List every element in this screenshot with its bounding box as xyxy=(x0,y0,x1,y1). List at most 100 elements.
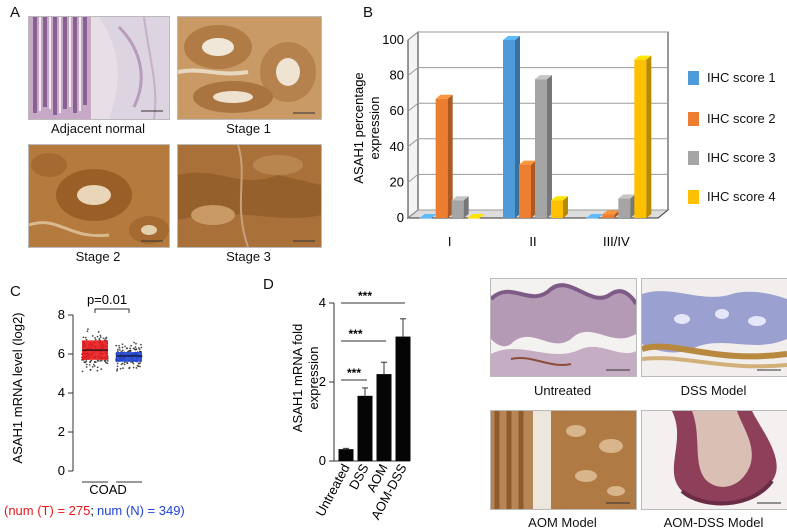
chart-c-boxplot: 0 2 4 6 8 ASAH1 mRNA level (log2) p=0.01 COA… xyxy=(4,292,185,518)
chart-c-point xyxy=(121,343,124,346)
chart-d-bar xyxy=(338,449,354,461)
micrograph-stage-1 xyxy=(177,16,322,120)
chart-b-bar-top xyxy=(435,94,453,99)
chart-c-point xyxy=(122,367,124,370)
chart-b-bar-top xyxy=(586,214,604,218)
chart-c-point xyxy=(86,330,89,333)
chart-b-bar-side xyxy=(515,36,520,218)
caption-adjacent-normal: Adjacent normal xyxy=(51,121,145,136)
chart-b-ytick: 80 xyxy=(390,68,404,83)
chart-c-point xyxy=(119,367,122,370)
chart-c-point xyxy=(104,337,107,340)
chart-b-legend-item: IHC score 4 xyxy=(688,189,776,204)
chart-b-legend-label: IHC score 1 xyxy=(707,70,776,85)
chart-c-point xyxy=(121,346,124,349)
chart-b-legend-label: IHC score 2 xyxy=(707,111,776,126)
chart-b-ytick: 40 xyxy=(390,139,404,154)
chart-d-sig-label: *** xyxy=(358,289,372,303)
chart-d-ytick: 2 xyxy=(319,374,326,389)
chart-c-ytick: 6 xyxy=(58,346,65,361)
chart-b-ylabel-line1: ASAH1 percentage xyxy=(351,72,366,183)
chart-b-bar-side xyxy=(630,194,636,218)
caption-untreated: Untreated xyxy=(533,383,592,398)
chart-c-point xyxy=(98,338,101,340)
chart-c-ytick: 8 xyxy=(58,307,65,322)
micrograph-dss-model xyxy=(641,278,787,377)
chart-b-bar xyxy=(435,98,448,218)
chart-d-sig-label: *** xyxy=(348,327,362,341)
chart-b-xtick: II xyxy=(529,234,536,249)
chart-b-gridline xyxy=(407,31,668,41)
chart-c-point xyxy=(135,342,137,345)
chart-c-point xyxy=(118,344,120,347)
chart-c-point xyxy=(85,363,88,366)
chart-b-bar-top xyxy=(535,75,552,80)
chart-c-point xyxy=(139,343,142,346)
chart-c-point xyxy=(126,362,129,365)
chart-c-point xyxy=(139,361,142,364)
chart-b-bar xyxy=(634,59,647,218)
chart-c-point xyxy=(84,361,87,364)
chart-b-gridline xyxy=(407,173,668,183)
chart-c-point xyxy=(96,369,99,372)
chart-b-gridline xyxy=(407,138,668,148)
panel-label-b: B xyxy=(363,4,374,21)
chart-d-ylabel-line1: ASAH1 mRNA fold xyxy=(290,324,305,432)
panel-label-a: A xyxy=(10,4,21,21)
chart-c-pvalue: p=0.01 xyxy=(87,292,127,307)
chart-c-ylabel: ASAH1 mRNA level (log2) xyxy=(10,313,25,464)
chart-c-point xyxy=(137,347,140,349)
chart-c-point xyxy=(106,362,109,365)
chart-c-point xyxy=(99,336,102,339)
chart-b-bar-top xyxy=(451,196,469,201)
chart-b-bar xyxy=(551,200,563,218)
chart-c-point xyxy=(139,365,141,368)
chart-b-bar-side xyxy=(614,210,620,218)
chart-c-point xyxy=(97,360,100,362)
chart-c-point xyxy=(100,359,103,362)
chart-c-point xyxy=(85,338,88,341)
chart-b-bar-side xyxy=(547,75,552,218)
chart-d-bar xyxy=(395,336,411,461)
chart-c-point xyxy=(84,336,87,339)
chart-b-bar-top xyxy=(618,194,636,199)
chart-c-num-separator: ; xyxy=(90,503,94,518)
chart-c-point xyxy=(96,366,99,369)
chart-b-bar-side xyxy=(531,160,536,218)
caption-dss-model: DSS Model xyxy=(680,383,747,398)
chart-c-point xyxy=(133,341,135,344)
chart-c-point xyxy=(85,366,88,368)
chart-b-legend-label: IHC score 3 xyxy=(707,150,776,165)
chart-c-point xyxy=(94,338,97,341)
chart-b-ytick: 0 xyxy=(397,210,404,225)
chart-c-point xyxy=(116,365,119,368)
chart-c-point xyxy=(93,361,96,363)
chart-c-point xyxy=(116,362,119,365)
chart-c-point xyxy=(128,366,131,369)
chart-c-point xyxy=(123,363,126,366)
chart-c-ytick: 2 xyxy=(58,424,65,439)
chart-b-bar xyxy=(586,218,599,219)
chart-b-xtick: I xyxy=(448,234,452,249)
chart-c-point xyxy=(121,349,124,352)
chart-c-point xyxy=(116,350,119,353)
chart-c-point xyxy=(129,347,132,350)
chart-c-point xyxy=(135,367,138,369)
chart-c-point xyxy=(120,363,123,366)
chart-b-bar-top xyxy=(419,214,437,218)
chart-c-point xyxy=(115,344,118,347)
chart-c-point xyxy=(100,368,103,370)
chart-c-xlabel: COAD xyxy=(89,482,127,497)
panel-label-c: C xyxy=(10,283,21,300)
chart-c-point xyxy=(136,364,139,367)
chart-d-bar xyxy=(376,374,392,461)
chart-b-bar-top xyxy=(602,210,620,215)
chart-b-ytick: 20 xyxy=(390,174,404,189)
chart-c-point xyxy=(93,365,96,367)
chart-b-xtick: III/IV xyxy=(603,234,630,249)
chart-c-point xyxy=(82,336,85,339)
chart-b-bar-side xyxy=(447,94,453,218)
chart-b-gridline xyxy=(407,102,668,112)
chart-b-bar xyxy=(419,218,432,219)
